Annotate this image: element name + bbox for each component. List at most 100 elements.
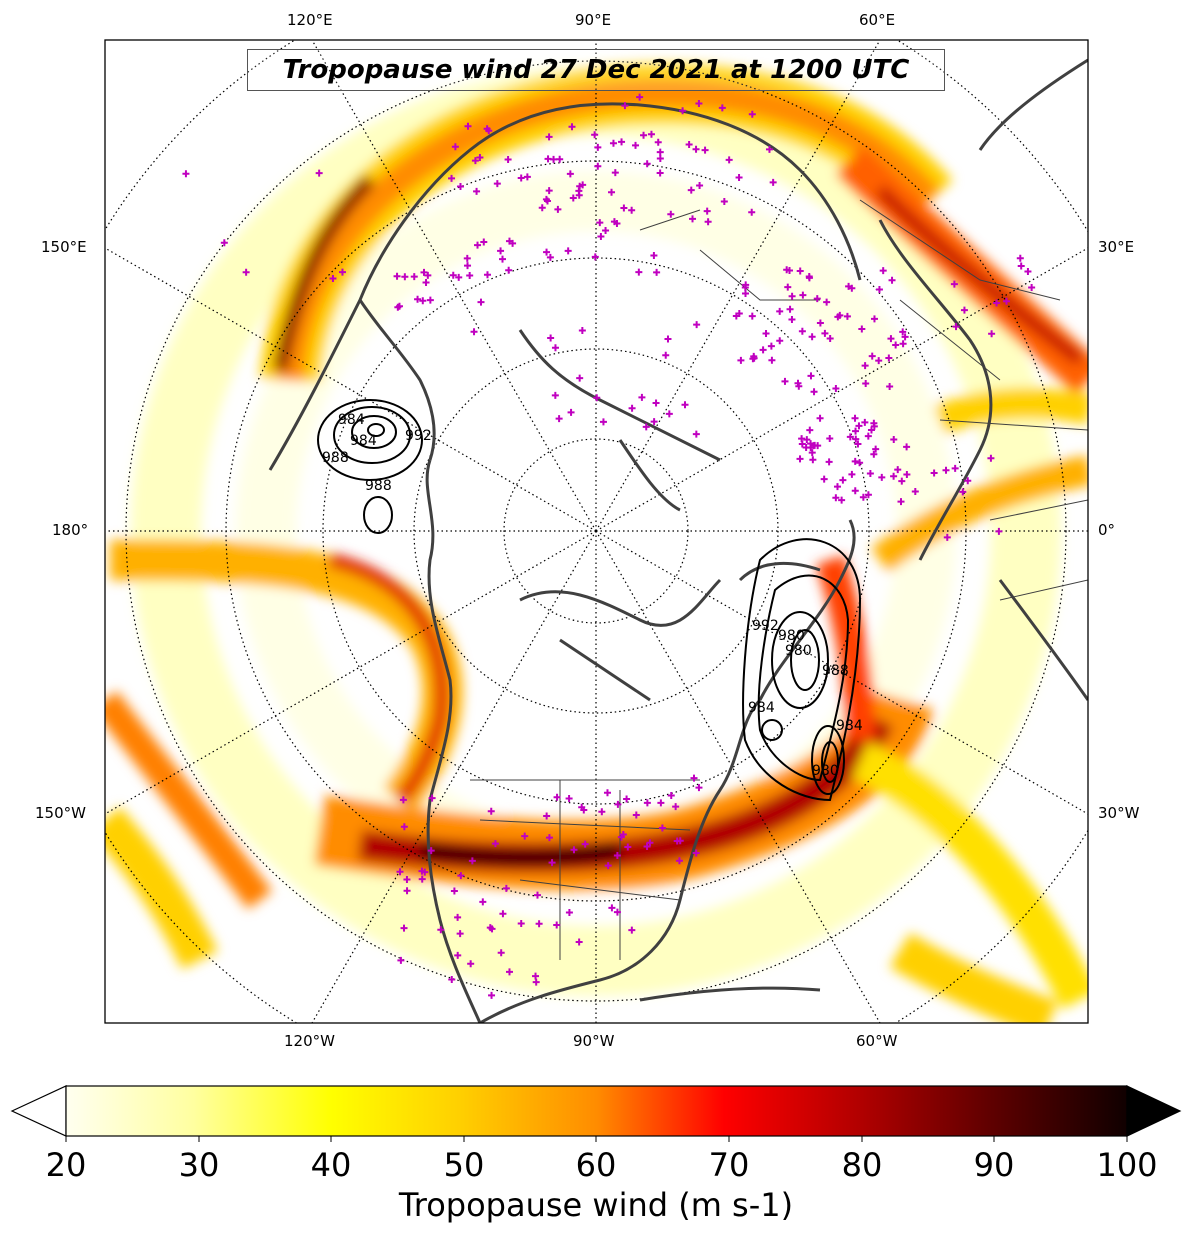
station-marker (608, 904, 616, 912)
station-marker (338, 268, 346, 276)
station-marker (542, 195, 550, 203)
station-marker (662, 351, 670, 359)
station-marker (732, 312, 740, 320)
station-marker (658, 824, 666, 832)
station-marker (578, 326, 586, 334)
station-marker (806, 426, 814, 434)
station-marker (547, 334, 555, 342)
station-marker (617, 833, 625, 841)
contour-label: 988 (822, 663, 849, 679)
station-marker (502, 884, 510, 892)
station-marker (735, 174, 743, 182)
station-marker (868, 352, 876, 360)
station-marker (403, 887, 411, 895)
station-marker (687, 186, 695, 194)
lon-label-right: 0° (1098, 521, 1116, 539)
station-marker (418, 875, 426, 883)
station-marker (467, 960, 475, 968)
station-marker (647, 130, 655, 138)
station-marker (450, 887, 458, 895)
station-marker (497, 247, 505, 255)
colorbar (10, 1085, 1182, 1142)
station-marker (491, 840, 499, 848)
station-marker (664, 335, 672, 343)
station-marker (613, 851, 621, 859)
station-marker (870, 450, 878, 458)
colorbar-tick: 100 (1096, 1146, 1158, 1184)
station-marker (329, 275, 337, 283)
station-marker (628, 926, 636, 934)
station-marker (748, 208, 756, 216)
station-marker (875, 285, 883, 293)
station-marker (892, 341, 900, 349)
station-marker (833, 483, 841, 491)
station-marker (613, 908, 621, 916)
map-area: 984 988 992 984 980 984 980 980 992 984 … (105, 40, 1088, 1023)
station-marker (903, 443, 911, 451)
station-marker (701, 146, 709, 154)
station-marker (451, 143, 459, 151)
station-marker (851, 457, 859, 465)
station-marker (400, 823, 408, 831)
station-marker (704, 218, 712, 226)
station-marker (400, 924, 408, 932)
station-marker (796, 455, 804, 463)
station-marker (810, 388, 818, 396)
station-marker (426, 296, 434, 304)
lon-label-bottom: 60°W (856, 1032, 898, 1050)
station-marker (650, 252, 658, 260)
station-marker (657, 799, 665, 807)
station-marker (759, 346, 767, 354)
station-marker (621, 102, 629, 110)
station-marker (832, 385, 840, 393)
station-marker (899, 340, 907, 348)
station-marker (899, 328, 907, 336)
station-marker (692, 430, 700, 438)
station-marker (692, 145, 700, 153)
colorbar-label: Tropopause wind (m s-1) (398, 1186, 794, 1224)
station-marker (575, 191, 583, 199)
station-marker (643, 160, 651, 168)
station-marker (851, 414, 859, 422)
station-marker (614, 800, 622, 808)
station-marker (825, 458, 833, 466)
station-marker (816, 319, 824, 327)
station-marker (454, 913, 462, 921)
station-marker (603, 789, 611, 797)
station-marker (397, 956, 405, 964)
station-marker (846, 433, 854, 441)
station-marker (1016, 254, 1024, 262)
station-marker (676, 837, 684, 845)
station-marker (551, 344, 559, 352)
station-marker (652, 399, 660, 407)
meridians (105, 40, 1088, 1023)
lon-label-right: 30°E (1098, 238, 1135, 256)
map-title: Tropopause wind 27 Dec 2021 at 1200 UTC (247, 49, 945, 91)
lon-label-left: 150°E (41, 238, 87, 256)
station-marker (959, 488, 967, 496)
station-marker (867, 426, 875, 434)
station-marker (550, 155, 558, 163)
station-marker (533, 891, 541, 899)
station-marker (456, 182, 464, 190)
station-marker (396, 868, 404, 876)
station-marker (942, 466, 950, 474)
colorbar-tick: 50 (443, 1146, 485, 1184)
station-marker (781, 377, 789, 385)
station-marker (642, 423, 650, 431)
station-marker (521, 832, 529, 840)
station-marker (1024, 267, 1032, 275)
station-marker (665, 410, 673, 418)
station-marker (878, 473, 886, 481)
station-marker (505, 968, 513, 976)
station-marker (486, 924, 494, 932)
station-marker (611, 169, 619, 177)
station-marker (591, 131, 599, 139)
station-marker (565, 794, 573, 802)
station-marker (535, 920, 543, 928)
station-marker (725, 156, 733, 164)
station-marker (692, 849, 700, 857)
station-marker (930, 469, 938, 477)
station-marker (628, 404, 636, 412)
station-marker (1003, 297, 1010, 305)
